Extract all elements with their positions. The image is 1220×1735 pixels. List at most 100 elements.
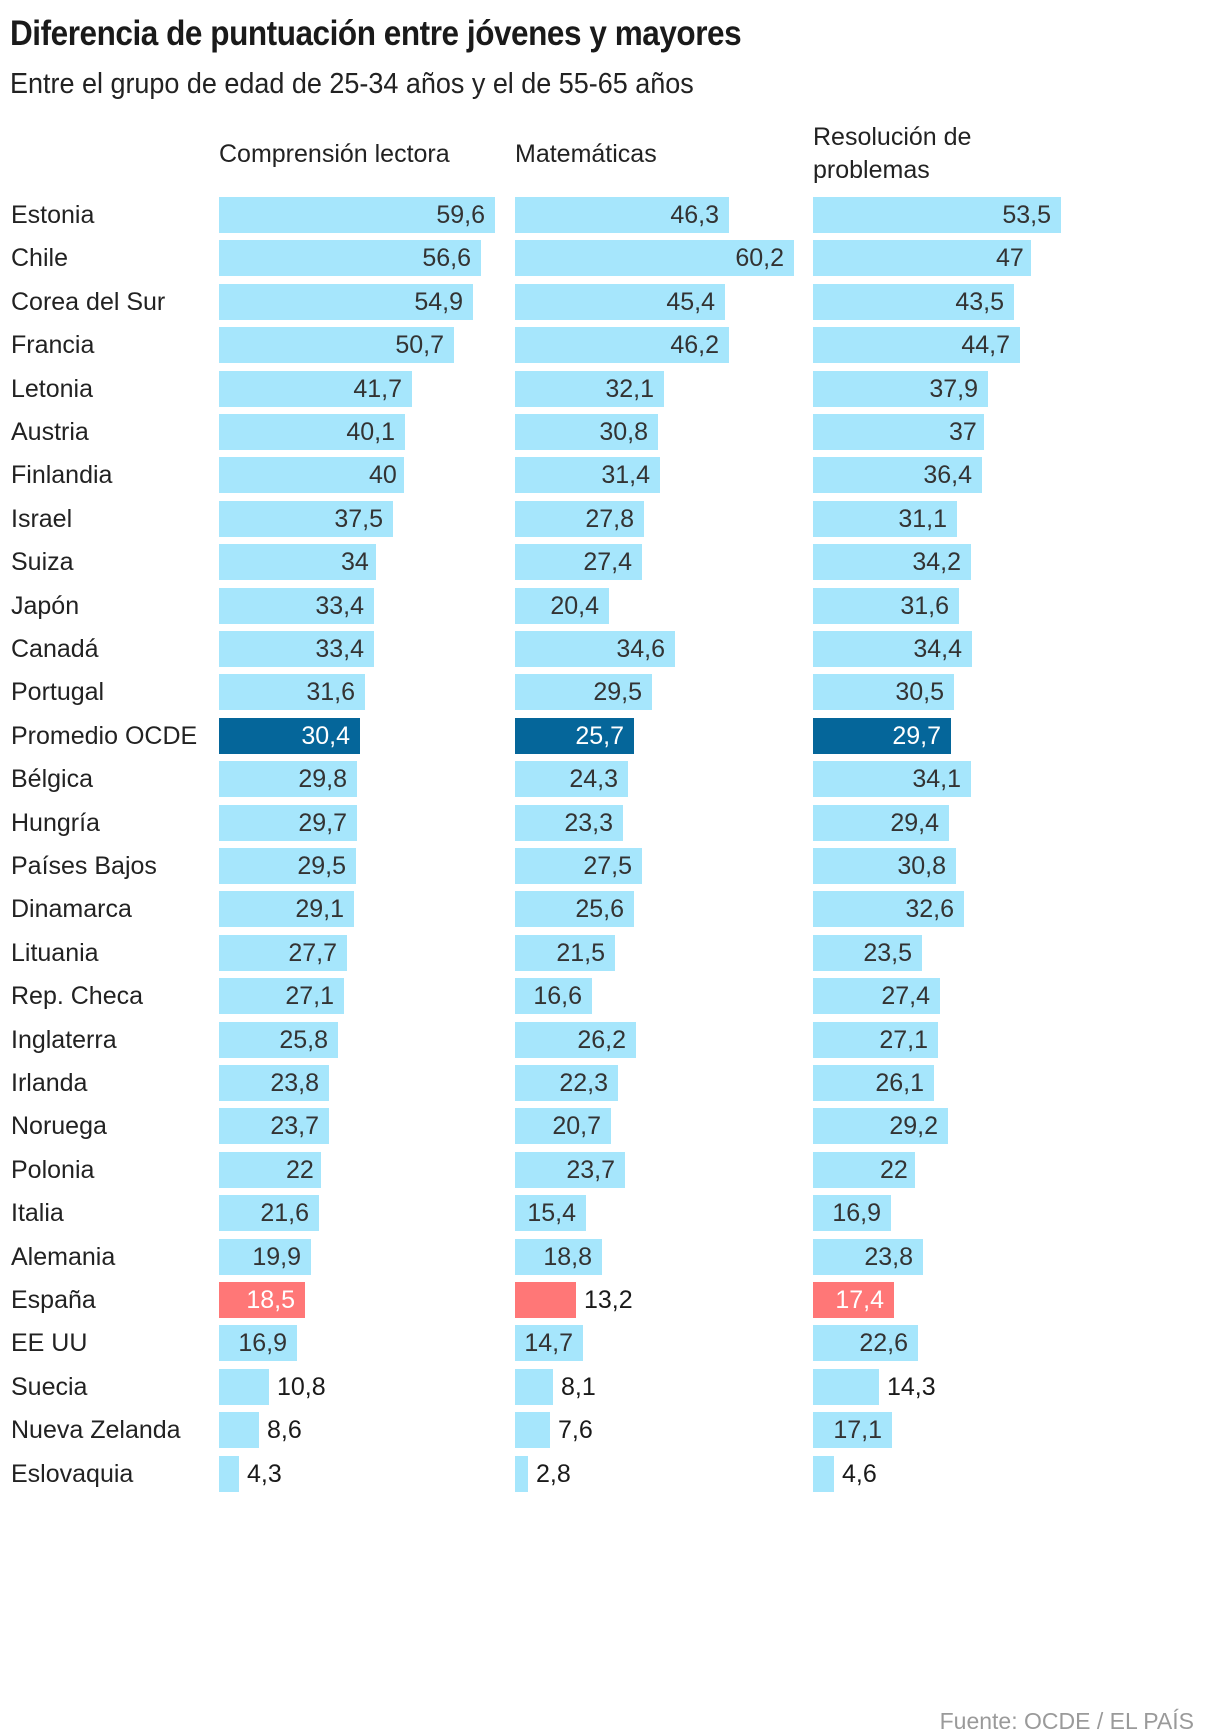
bar-math bbox=[515, 1195, 586, 1231]
value-label-reading: 4,3 bbox=[247, 1460, 282, 1488]
bar-reading bbox=[219, 1282, 305, 1318]
value-label-math: 25,7 bbox=[575, 722, 624, 750]
bar-math bbox=[515, 761, 628, 797]
bar-reading bbox=[219, 197, 495, 233]
value-label-problem-solving: 29,2 bbox=[889, 1112, 938, 1140]
value-label-reading: 18,5 bbox=[246, 1286, 295, 1314]
value-label-math: 20,4 bbox=[550, 592, 599, 620]
bar-reading bbox=[219, 674, 365, 710]
value-label-problem-solving: 31,6 bbox=[900, 592, 949, 620]
bar-problem-solving bbox=[813, 197, 1061, 233]
bar-math bbox=[515, 1282, 576, 1318]
bar-math bbox=[515, 588, 609, 624]
bar-math bbox=[515, 284, 725, 320]
value-label-reading: 31,6 bbox=[306, 678, 355, 706]
value-label-problem-solving: 30,8 bbox=[897, 852, 946, 880]
bar-problem-solving bbox=[813, 414, 984, 450]
value-label-math: 60,2 bbox=[735, 244, 784, 272]
value-label-reading: 23,7 bbox=[270, 1112, 319, 1140]
value-label-reading: 37,5 bbox=[334, 505, 383, 533]
chart-title: Diferencia de puntuación entre jóvenes y… bbox=[10, 14, 742, 53]
value-label-reading: 30,4 bbox=[301, 722, 350, 750]
bar-math bbox=[515, 1239, 602, 1275]
bar-problem-solving bbox=[813, 1239, 923, 1275]
value-label-math: 34,6 bbox=[616, 635, 665, 663]
bar-problem-solving bbox=[813, 674, 954, 710]
bar-reading bbox=[219, 501, 393, 537]
value-label-math: 20,7 bbox=[552, 1112, 601, 1140]
value-label-problem-solving: 27,4 bbox=[881, 982, 930, 1010]
bar-reading bbox=[219, 284, 473, 320]
country-label: Austria bbox=[11, 418, 89, 446]
value-label-problem-solving: 23,8 bbox=[864, 1243, 913, 1271]
value-label-math: 27,8 bbox=[585, 505, 634, 533]
value-label-problem-solving: 36,4 bbox=[923, 461, 972, 489]
value-label-math: 7,6 bbox=[558, 1416, 593, 1444]
bar-problem-solving bbox=[813, 371, 988, 407]
bar-problem-solving bbox=[813, 1152, 915, 1188]
bar-reading bbox=[219, 327, 454, 363]
bar-reading bbox=[219, 631, 374, 667]
value-label-math: 46,2 bbox=[670, 331, 719, 359]
bar-reading bbox=[219, 371, 412, 407]
value-label-problem-solving: 44,7 bbox=[961, 331, 1010, 359]
bar-problem-solving bbox=[813, 1282, 894, 1318]
bar-problem-solving bbox=[813, 631, 972, 667]
bar-problem-solving bbox=[813, 978, 940, 1014]
bar-math bbox=[515, 1456, 528, 1492]
bar-problem-solving bbox=[813, 1369, 879, 1405]
country-label: Noruega bbox=[11, 1112, 107, 1140]
bar-problem-solving bbox=[813, 891, 964, 927]
value-label-problem-solving: 31,1 bbox=[898, 505, 947, 533]
column-header-reading: Comprensión lectora bbox=[219, 140, 450, 168]
bar-problem-solving bbox=[813, 501, 957, 537]
country-label: EE UU bbox=[11, 1329, 88, 1357]
value-label-reading: 22 bbox=[286, 1156, 314, 1184]
value-label-math: 26,2 bbox=[577, 1026, 626, 1054]
bar-math bbox=[515, 1369, 553, 1405]
bar-reading bbox=[219, 1239, 311, 1275]
value-label-problem-solving: 17,1 bbox=[833, 1416, 882, 1444]
bar-reading bbox=[219, 240, 481, 276]
bar-reading bbox=[219, 457, 404, 493]
value-label-reading: 41,7 bbox=[353, 375, 402, 403]
country-label: Lituania bbox=[11, 939, 99, 967]
value-label-reading: 8,6 bbox=[267, 1416, 302, 1444]
value-label-reading: 40 bbox=[369, 461, 397, 489]
source-note: Fuente: OCDE / EL PAÍS bbox=[939, 1708, 1194, 1734]
value-label-problem-solving: 4,6 bbox=[842, 1460, 877, 1488]
value-label-math: 23,7 bbox=[566, 1156, 615, 1184]
country-label: Polonia bbox=[11, 1156, 95, 1184]
value-label-math: 15,4 bbox=[527, 1199, 576, 1227]
country-label: España bbox=[11, 1286, 96, 1314]
value-label-reading: 56,6 bbox=[422, 244, 471, 272]
bar-reading bbox=[219, 1108, 329, 1144]
country-label: Inglaterra bbox=[11, 1026, 117, 1054]
value-label-math: 22,3 bbox=[559, 1069, 608, 1097]
bar-math bbox=[515, 631, 675, 667]
value-label-reading: 33,4 bbox=[315, 592, 364, 620]
value-label-math: 32,1 bbox=[605, 375, 654, 403]
country-label: Países Bajos bbox=[11, 852, 157, 880]
country-label: Japón bbox=[11, 592, 80, 620]
value-label-problem-solving: 34,4 bbox=[913, 635, 962, 663]
value-label-math: 13,2 bbox=[584, 1286, 633, 1314]
country-label: Hungría bbox=[11, 809, 100, 837]
value-label-reading: 27,1 bbox=[285, 982, 334, 1010]
bar-reading bbox=[219, 1065, 329, 1101]
bar-math bbox=[515, 457, 660, 493]
country-label: Rep. Checa bbox=[11, 982, 144, 1010]
value-label-reading: 10,8 bbox=[277, 1373, 326, 1401]
value-label-problem-solving: 37,9 bbox=[929, 375, 978, 403]
value-label-math: 27,4 bbox=[583, 548, 632, 576]
value-label-math: 45,4 bbox=[666, 288, 715, 316]
bar-math bbox=[515, 718, 634, 754]
bar-problem-solving bbox=[813, 240, 1031, 276]
value-label-problem-solving: 34,2 bbox=[912, 548, 961, 576]
bar-math bbox=[515, 327, 729, 363]
value-label-reading: 29,5 bbox=[297, 852, 346, 880]
bar-problem-solving bbox=[813, 327, 1020, 363]
value-label-reading: 54,9 bbox=[414, 288, 463, 316]
bar-problem-solving bbox=[813, 544, 971, 580]
bar-math bbox=[515, 414, 658, 450]
